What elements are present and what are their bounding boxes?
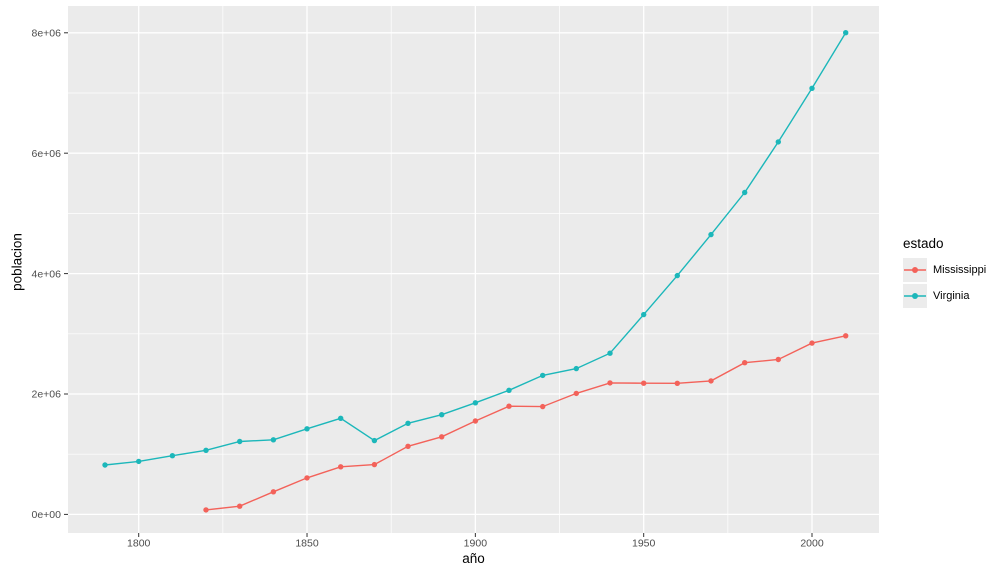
data-point-virginia — [405, 420, 411, 426]
series-line-mississippi — [205, 335, 846, 511]
data-point-virginia — [237, 438, 243, 445]
data-point-virginia — [641, 311, 647, 318]
data-point-mississippi — [641, 380, 647, 386]
data-point-mississippi — [843, 333, 849, 339]
data-point-mississippi — [742, 360, 748, 366]
x-tick-label: 1900 — [464, 538, 488, 550]
data-point-mississippi — [270, 489, 277, 495]
y-tick-label: 0e+00 — [32, 509, 62, 521]
x-tick-label: 2000 — [800, 538, 824, 550]
data-point-mississippi — [708, 378, 714, 384]
data-point-virginia — [674, 272, 680, 279]
x-axis-title: año — [462, 551, 485, 566]
data-point-mississippi — [809, 340, 815, 346]
legend-item-virginia: Virginia — [903, 284, 986, 308]
legend: estado Mississippi Virginia — [903, 236, 986, 310]
data-point-mississippi — [674, 380, 680, 386]
data-point-virginia — [708, 231, 714, 238]
data-point-virginia — [573, 365, 579, 372]
x-tick-label: 1800 — [127, 538, 151, 550]
data-point-mississippi — [203, 507, 209, 513]
y-axis-title: poblacion — [9, 233, 25, 291]
data-point-virginia — [338, 415, 344, 421]
legend-key-mississippi — [903, 258, 927, 282]
legend-label-mississippi: Mississippi — [933, 264, 987, 276]
legend-label-virginia: Virginia — [933, 290, 970, 302]
x-tick-label: 1850 — [295, 538, 319, 550]
y-tick-label: 8e+06 — [32, 27, 62, 39]
data-point-virginia — [472, 400, 479, 406]
y-tick-label: 4e+06 — [32, 268, 62, 280]
data-point-mississippi — [304, 475, 310, 481]
data-point-mississippi — [607, 380, 613, 386]
data-point-virginia — [203, 447, 209, 453]
y-tick-label: 6e+06 — [32, 148, 62, 160]
data-point-mississippi — [439, 434, 445, 440]
data-point-virginia — [439, 412, 445, 418]
data-point-mississippi — [405, 443, 411, 449]
legend-title: estado — [903, 236, 944, 251]
data-point-virginia — [102, 462, 108, 468]
line-point-glyph-icon — [904, 293, 926, 299]
y-tick-label: 2e+06 — [32, 389, 62, 401]
data-point-virginia — [270, 437, 277, 443]
data-point-virginia — [169, 453, 176, 459]
x-tick-label: 1950 — [632, 538, 656, 550]
data-point-virginia — [371, 437, 378, 444]
data-point-mississippi — [573, 390, 579, 397]
data-point-virginia — [607, 350, 613, 356]
data-point-virginia — [843, 30, 849, 36]
data-point-virginia — [304, 426, 310, 432]
data-point-mississippi — [472, 418, 479, 424]
data-point-virginia — [809, 85, 815, 92]
data-point-mississippi — [540, 403, 546, 410]
legend-key-virginia — [903, 284, 927, 308]
data-point-virginia — [742, 189, 748, 196]
data-point-virginia — [506, 387, 512, 393]
data-point-mississippi — [775, 356, 781, 363]
data-point-virginia — [136, 458, 142, 465]
data-point-mississippi — [371, 461, 378, 468]
data-point-virginia — [775, 139, 781, 145]
data-point-mississippi — [237, 503, 243, 509]
data-point-virginia — [540, 372, 546, 379]
line-point-glyph-icon — [904, 267, 926, 273]
data-point-mississippi — [506, 403, 512, 409]
panel-background — [68, 6, 879, 533]
data-point-mississippi — [338, 464, 344, 470]
legend-item-mississippi: Mississippi — [903, 258, 986, 282]
